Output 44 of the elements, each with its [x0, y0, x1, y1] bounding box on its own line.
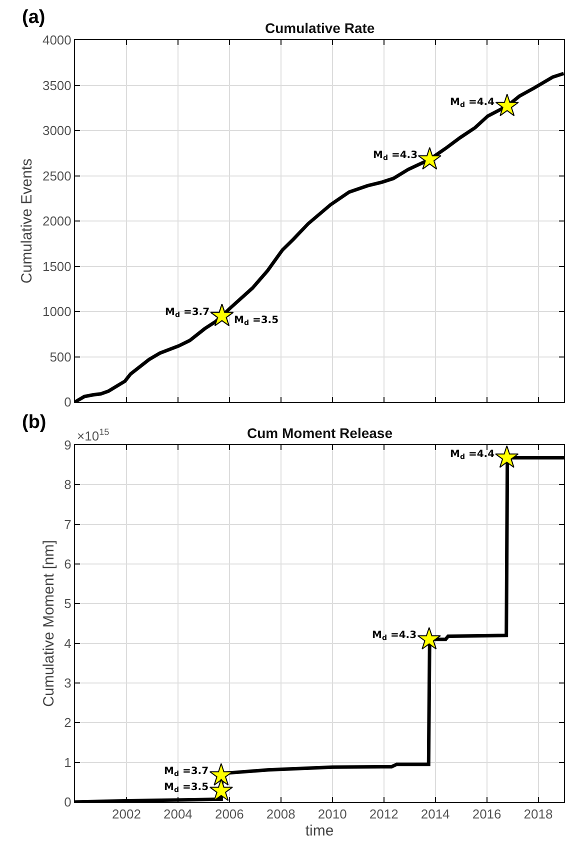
y-tick-label: 2500	[42, 168, 72, 184]
x-tick-label: 2010	[318, 806, 347, 822]
y-tick-label: 1000	[42, 304, 72, 320]
annotation: M$_{d}$ =4.4	[450, 97, 495, 110]
x-tick-label: 2002	[112, 806, 141, 822]
y-tick-label: 1	[64, 754, 72, 770]
x-tick-label: 2014	[420, 806, 450, 822]
annotation: M$_{d}$ =4.4	[450, 449, 495, 462]
y-tick-label: 1500	[42, 258, 72, 274]
annotation: M$_{d}$ =3.5	[234, 315, 279, 328]
y-tick-label: 8	[64, 477, 72, 492]
y-tick-label: 0	[64, 394, 72, 410]
y-tick-label: 500	[50, 349, 72, 364]
y-tick-label: 2	[64, 715, 72, 730]
x-axis-title: time	[305, 822, 334, 840]
chart-title: Cumulative Rate	[265, 20, 375, 36]
text: (a)	[22, 7, 46, 28]
x-tick-label: 2006	[214, 806, 244, 822]
text: (b)	[22, 412, 46, 433]
annotation: M$_{d}$ =3.7	[164, 766, 209, 778]
y-tick-label: 6	[64, 556, 72, 572]
annotation: M$_{d}$ =3.7	[165, 307, 210, 320]
y-tick-label: 5	[64, 596, 72, 612]
y-tick-label: 7	[64, 516, 72, 532]
text: ×10$^{15}$	[77, 427, 110, 444]
annotation: M$_{d}$ =4.3	[373, 150, 418, 162]
y-axis-title: Cumulative Events	[18, 158, 36, 284]
x-tick-label: 2016	[472, 806, 502, 822]
annotation: M$_{d}$ =3.5	[164, 782, 209, 794]
chart-title: Cum Moment Release	[247, 425, 393, 441]
x-tick-label: 2008	[266, 806, 296, 822]
y-tick-label: 3000	[42, 123, 72, 138]
y-tick-label: 3	[64, 676, 72, 691]
x-tick-label: 2012	[369, 806, 398, 822]
y-axis-title: Cumulative Moment [nm]	[40, 540, 58, 707]
x-tick-label: 2018	[524, 806, 553, 822]
y-tick-label: 9	[64, 438, 72, 453]
annotation: M$_{d}$ =4.3	[372, 630, 417, 642]
y-tick-label: 4	[64, 636, 72, 651]
y-tick-label: 3500	[42, 78, 72, 93]
y-tick-label: 0	[64, 794, 72, 810]
x-tick-label: 2004	[163, 806, 192, 822]
y-tick-label: 2000	[42, 214, 72, 229]
y-tick-label: 4000	[42, 32, 72, 48]
